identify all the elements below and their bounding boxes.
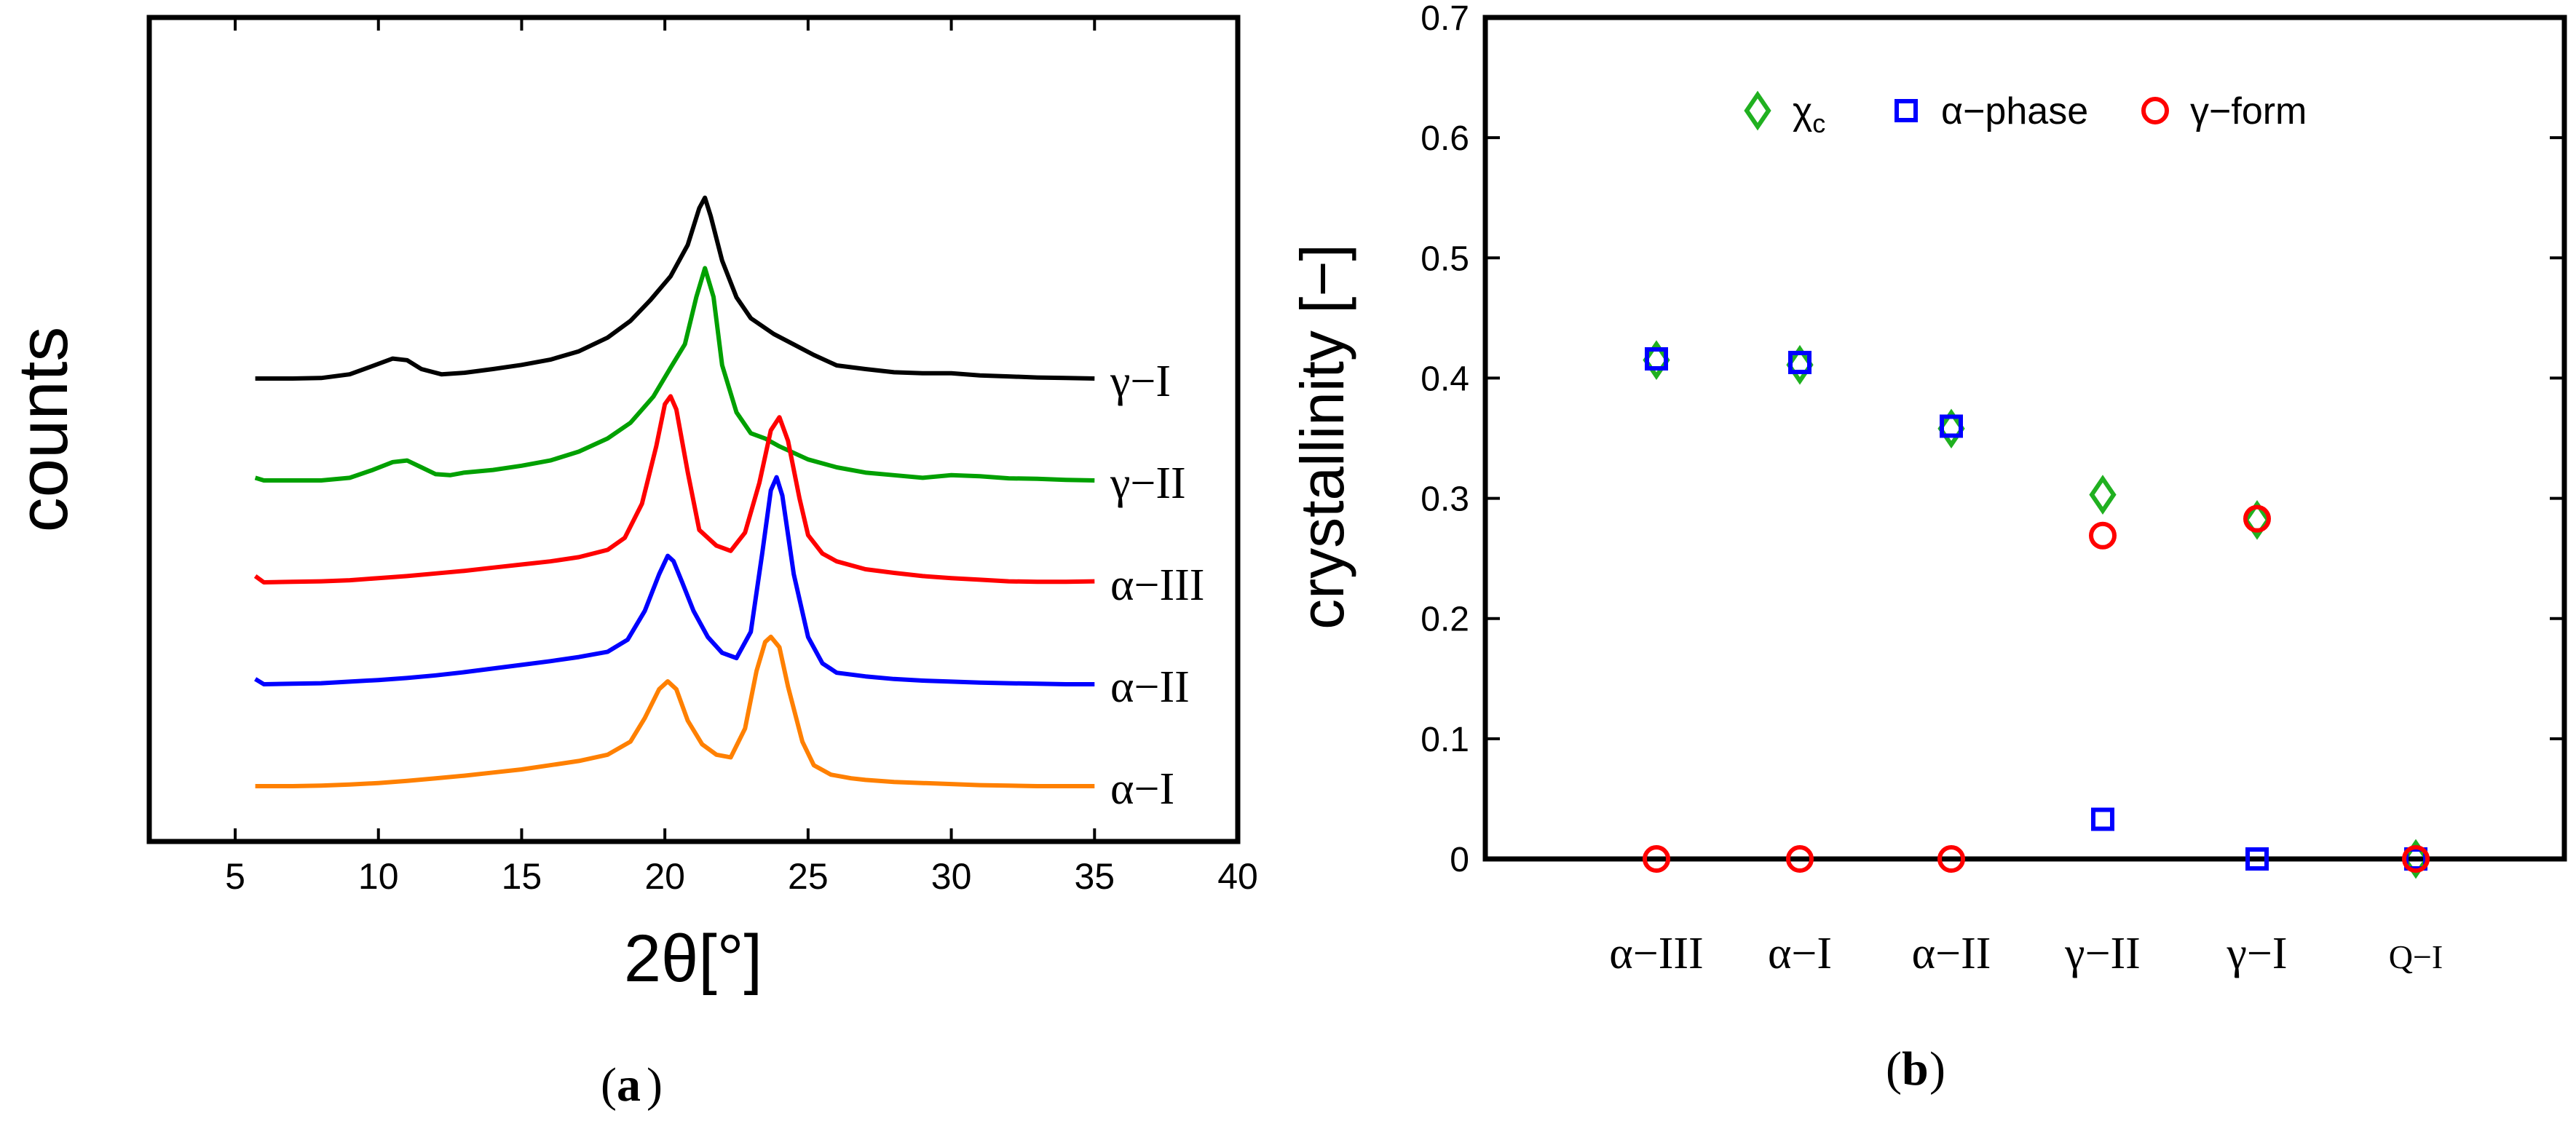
panel-b-caption-close: ) <box>1929 1042 1945 1096</box>
data-point-gamma-form-gamma-ii <box>2089 521 2117 550</box>
category-label-alpha-i: α−I <box>1768 929 1832 978</box>
category-label-gamma-ii: γ−II <box>2064 929 2141 978</box>
series-line-gamma-i <box>255 195 1095 381</box>
data-point-gamma-form-alpha-ii <box>1937 845 1965 873</box>
series-line-alpha-i <box>255 634 1095 788</box>
data-point-gamma-form-q-i <box>2402 845 2430 873</box>
x-tick-label: 15 <box>502 856 542 897</box>
y-tick-label: 0.2 <box>1421 601 1469 639</box>
panel-b-plot-frame <box>1482 15 2567 862</box>
series-label-gamma-ii: γ−II <box>1110 459 1186 508</box>
panel-b-caption: ( b ) <box>1886 1042 1945 1096</box>
series-line-alpha-ii <box>254 475 1095 686</box>
data-point-alpha-phase-gamma-i <box>2245 847 2269 871</box>
data-point-gamma-form-gamma-i <box>2243 504 2271 533</box>
legend-marker-gamma-form <box>2141 97 2169 124</box>
panel-a-caption: ( a ) <box>601 1058 663 1112</box>
panel-a-y-axis-label: counts <box>4 327 82 533</box>
data-point-gamma-form-alpha-i <box>1786 845 1814 873</box>
y-tick-label: 0.1 <box>1421 721 1469 759</box>
series-label-alpha-ii: α−II <box>1110 662 1190 712</box>
legend-label-gamma-form: γ−form <box>2190 90 2307 132</box>
category-label-q-i: Q−I <box>2389 938 2443 975</box>
legend-marker-chic <box>1744 90 1771 131</box>
y-tick-label: 0.3 <box>1421 480 1469 519</box>
panel-b-chart: 0 0.1 0.2 0.3 0.4 0.5 0.6 0.7 α−III α−I α−II γ−II γ… <box>1288 0 2567 1096</box>
x-tick-label: 30 <box>931 856 972 897</box>
y-tick-label: 0.5 <box>1421 239 1469 278</box>
y-tick-label: 0.4 <box>1421 360 1469 398</box>
category-label-alpha-ii: α−II <box>1912 929 1991 978</box>
panel-b-category-labels: α−III α−I α−II γ−II γ−I Q−I <box>1609 929 2443 978</box>
panel-a-plot-frame <box>146 15 1241 844</box>
panel-a-caption-letter: a <box>617 1058 641 1112</box>
legend-marker-alpha-phase <box>1895 99 1918 122</box>
panel-a-caption-open: ( <box>601 1058 617 1112</box>
y-tick-label: 0.6 <box>1421 119 1469 158</box>
panel-a-x-axis-label: 2θ[°] <box>624 922 762 996</box>
panel-a-caption-close: ) <box>647 1058 663 1112</box>
panel-a-chart: 5 10 15 20 25 30 35 40 γ−I γ−II α−III α−II α−I coun… <box>4 15 1258 1112</box>
series-label-gamma-i: γ−I <box>1110 357 1171 406</box>
data-point-gamma-form-alpha-iii <box>1643 845 1670 873</box>
data-point-alpha-phase-alpha-ii <box>1940 414 1963 438</box>
legend-label-chic: χc <box>1793 90 1825 138</box>
x-tick-label: 35 <box>1074 856 1115 897</box>
data-point-chic-gamma-ii <box>2089 475 2117 515</box>
panel-a-series-labels: γ−I γ−II α−III α−II α−I <box>1110 357 1204 814</box>
panel-b-caption-open: ( <box>1886 1042 1902 1096</box>
data-point-alpha-phase-gamma-ii <box>2091 807 2114 831</box>
x-tick-label: 10 <box>358 856 399 897</box>
series-label-alpha-i: α−I <box>1110 764 1174 814</box>
legend-label-alpha-phase: α−phase <box>1941 90 2088 132</box>
data-point-alpha-phase-alpha-i <box>1788 350 1812 374</box>
x-tick-label: 40 <box>1217 856 1258 897</box>
y-tick-label: 0.7 <box>1421 0 1469 38</box>
series-label-alpha-iii: α−III <box>1110 560 1204 610</box>
category-label-alpha-iii: α−III <box>1609 929 1703 978</box>
panel-b-y-axis-label: crystallinity [−] <box>1288 244 1356 630</box>
panel-b-y-ticks: 0 0.1 0.2 0.3 0.4 0.5 0.6 0.7 <box>1421 0 2564 879</box>
panel-b-legend: χc α−phase γ−form <box>1744 90 2307 138</box>
x-tick-label: 25 <box>788 856 829 897</box>
panel-a-series-lines <box>253 195 1095 788</box>
category-label-gamma-i: γ−I <box>2226 929 2287 978</box>
y-tick-label: 0 <box>1450 841 1469 879</box>
series-line-gamma-ii <box>254 266 1095 483</box>
data-point-alpha-phase-alpha-iii <box>1645 347 1668 371</box>
panel-b-markers <box>1643 340 2430 879</box>
x-tick-label: 20 <box>644 856 685 897</box>
panel-a-x-ticks: 5 10 15 20 25 30 35 40 <box>225 17 1258 897</box>
panel-b-caption-letter: b <box>1902 1042 1929 1096</box>
x-tick-label: 5 <box>225 856 245 897</box>
series-line-alpha-iii <box>253 394 1095 585</box>
data-point-chic-gamma-i <box>2243 499 2271 540</box>
